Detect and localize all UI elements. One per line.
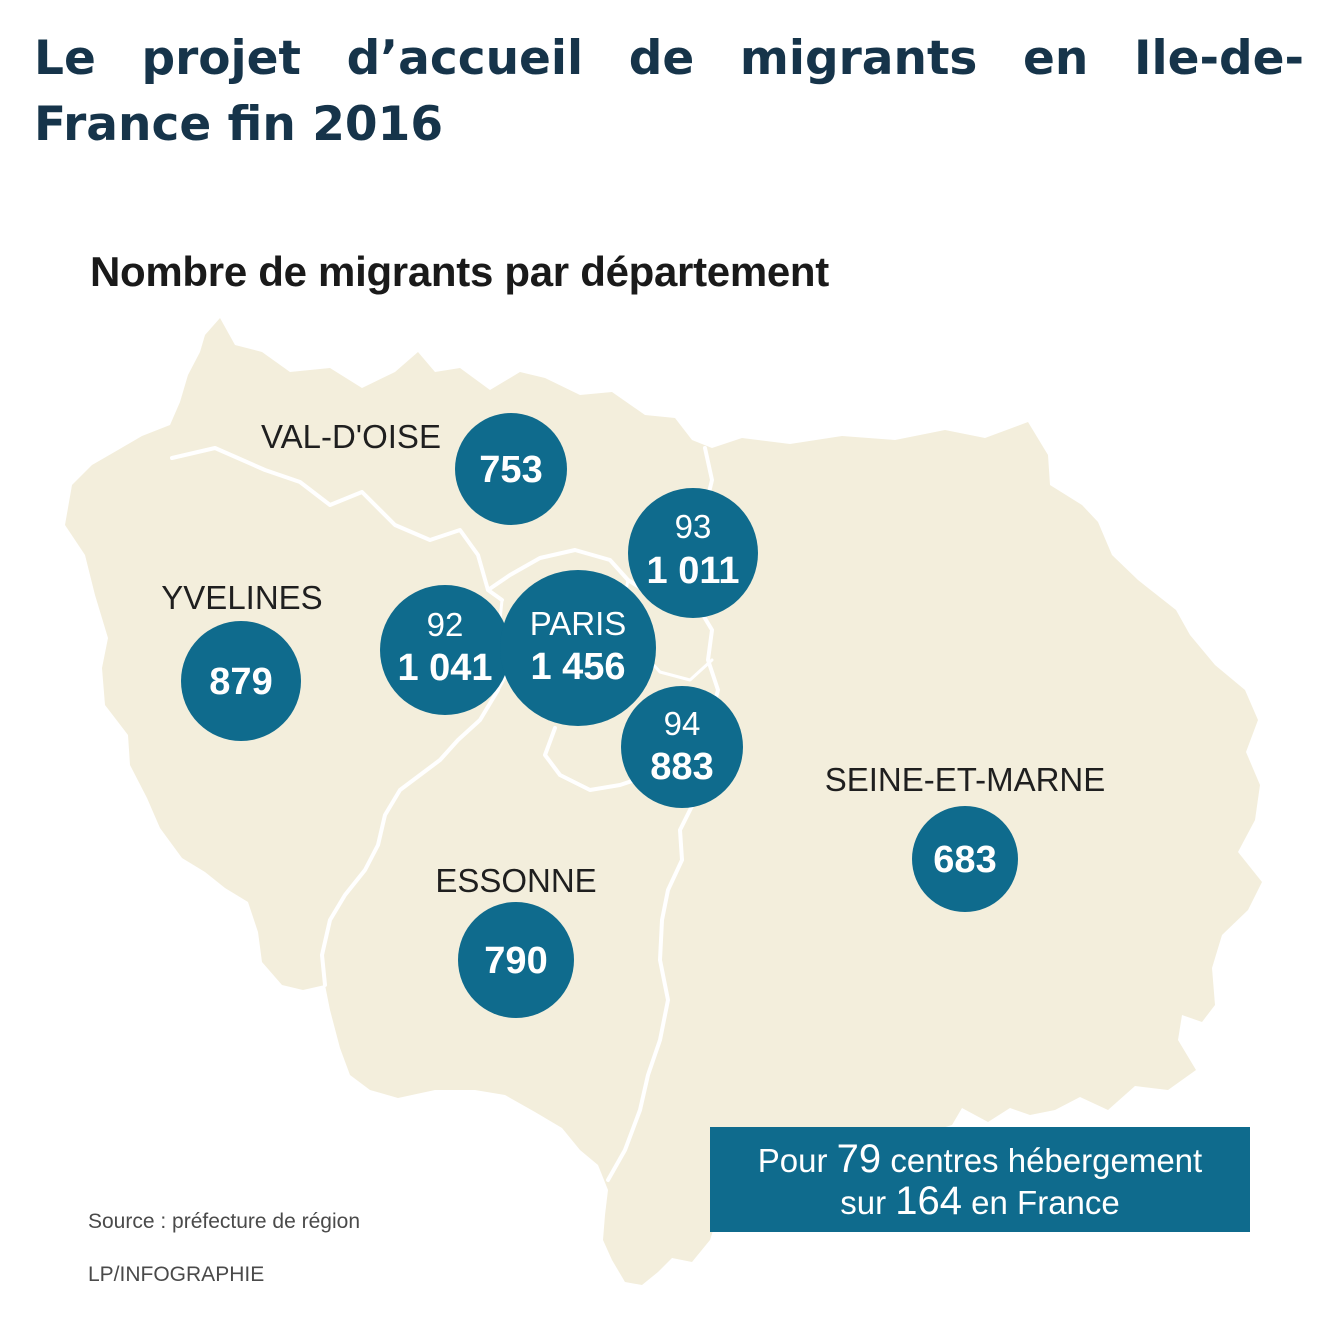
- value-essonne: 790: [484, 940, 547, 982]
- bubble-val-doise: [455, 413, 567, 525]
- code-hauts-de-seine: 92: [427, 606, 464, 643]
- summary-prefix: Pour: [757, 1142, 837, 1179]
- bubble-yvelines: [181, 621, 301, 741]
- bubble-paris: [500, 570, 656, 726]
- map-subtitle: Nombre de migrants par département: [90, 248, 829, 295]
- summary-box: Pour 79 centres hébergement sur 164 en F…: [710, 1127, 1250, 1232]
- summary-middle: centres hébergement: [881, 1142, 1203, 1179]
- bubble-seine-et-marne: [912, 806, 1018, 912]
- summary-line2-prefix: sur: [840, 1184, 896, 1221]
- bubble-seine-saint-denis: [628, 488, 758, 618]
- code-paris: PARIS: [530, 605, 627, 642]
- code-seine-saint-denis: 93: [675, 508, 712, 545]
- bubble-val-de-marne: [621, 686, 743, 808]
- summary-line-1: Pour 79 centres hébergement: [710, 1139, 1250, 1181]
- source-note: Source : préfecture de région: [88, 1210, 360, 1233]
- value-hauts-de-seine: 1 041: [397, 647, 492, 689]
- bubble-hauts-de-seine: [380, 585, 510, 715]
- bubble-essonne: [458, 902, 574, 1018]
- credit-note: LP/INFOGRAPHIE: [88, 1263, 265, 1286]
- label-seine-et-marne: SEINE-ET-MARNE: [825, 761, 1106, 798]
- summary-centres-count: 79: [836, 1137, 882, 1181]
- label-yvelines: YVELINES: [161, 579, 322, 616]
- code-val-de-marne: 94: [664, 705, 701, 742]
- bubbles: [181, 413, 1018, 1018]
- summary-total-count: 164: [895, 1179, 962, 1223]
- value-val-doise: 753: [479, 449, 542, 491]
- value-yvelines: 879: [209, 661, 272, 703]
- summary-line2-suffix: en France: [962, 1184, 1120, 1221]
- label-val-doise: VAL-D'OISE: [261, 418, 441, 455]
- value-val-de-marne: 883: [650, 746, 713, 788]
- summary-line-2: sur 164 en France: [710, 1181, 1250, 1223]
- value-seine-saint-denis: 1 011: [647, 550, 740, 592]
- value-seine-et-marne: 683: [933, 839, 996, 881]
- page-title: Le projet d’accueil de migrants en Ile-d…: [34, 31, 1304, 152]
- value-paris: 1 456: [530, 646, 625, 688]
- label-essonne: ESSONNE: [435, 862, 596, 899]
